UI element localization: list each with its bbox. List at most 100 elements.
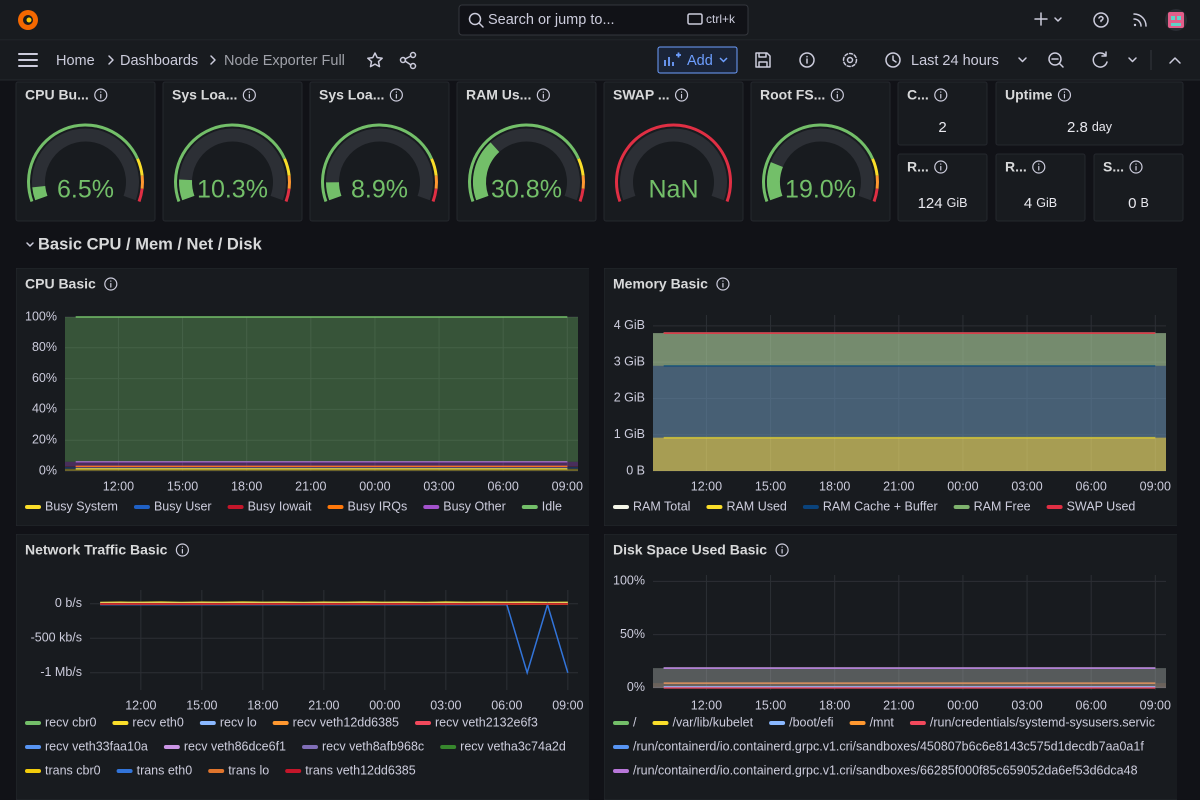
new-menu[interactable] (1034, 12, 1062, 26)
y-tick-label: 0 b/s (55, 596, 82, 610)
legend-label[interactable]: recv cbr0 (45, 715, 96, 729)
legend-label[interactable]: /mnt (870, 715, 895, 729)
row-title[interactable]: Basic CPU / Mem / Net / Disk (38, 235, 263, 253)
legend-label[interactable]: SWAP Used (1067, 499, 1136, 513)
stat-number: 124 (918, 195, 943, 212)
user-avatar[interactable] (1165, 9, 1187, 31)
legend-label[interactable]: RAM Cache + Buffer (823, 499, 938, 513)
x-tick-label: 00:00 (947, 479, 978, 493)
y-tick-label: 0% (39, 463, 57, 477)
save-button[interactable] (755, 52, 771, 68)
legend-label[interactable]: recv veth86dce6f1 (184, 739, 286, 753)
y-tick-label: -1 Mb/s (40, 665, 82, 679)
legend-label[interactable]: /boot/efi (789, 715, 833, 729)
gauge-panel: Root FS... 19.0% (750, 81, 891, 222)
legend-label[interactable]: trans cbr0 (45, 763, 101, 777)
chevron (1054, 17, 1062, 22)
info-icon (934, 88, 948, 102)
panel (897, 153, 988, 222)
gauge-panel: Sys Loa... 8.9% (309, 81, 450, 222)
menu-button[interactable] (18, 53, 38, 67)
grafana-logo[interactable] (18, 10, 38, 30)
legend-label[interactable]: Busy IRQs (348, 499, 408, 513)
y-tick-label: 100% (613, 574, 645, 588)
legend-label[interactable]: /run/containerd/io.containerd.grpc.v1.cr… (633, 763, 1138, 777)
gauge-panel: SWAP ... NaN (603, 81, 744, 222)
breadcrumb[interactable]: Dashboards (120, 53, 198, 69)
info-icon (104, 277, 118, 291)
info-button[interactable] (799, 52, 815, 68)
gauge-value (32, 185, 48, 201)
gauge-value (179, 179, 195, 201)
settings-button[interactable] (842, 52, 858, 68)
legend-label[interactable]: RAM Used (726, 499, 786, 513)
legend-label[interactable]: recv veth8afb968c (322, 739, 424, 753)
add-label: Add (687, 53, 713, 69)
x-tick-label: 06:00 (491, 698, 522, 712)
avatar (1177, 16, 1181, 20)
threshold-arc (577, 158, 585, 176)
legend-label[interactable]: Busy System (45, 499, 118, 513)
news-button[interactable] (1133, 13, 1147, 27)
row-chevron[interactable] (26, 242, 34, 247)
legend-label[interactable]: / (633, 715, 637, 729)
legend-label[interactable]: trans lo (228, 763, 269, 777)
x-tick-label: 03:00 (423, 479, 454, 493)
legend-label[interactable]: recv vetha3c74a2d (460, 739, 566, 753)
star-button[interactable] (367, 52, 383, 68)
share-icon (399, 56, 407, 64)
panel-title: CPU Bu... (25, 87, 89, 103)
legend-label[interactable]: recv eth0 (132, 715, 183, 729)
y-tick-label: 50% (620, 627, 645, 641)
legend-label[interactable]: recv veth33faa10a (45, 739, 148, 753)
refresh-interval[interactable] (1128, 57, 1137, 63)
legend-label[interactable]: Busy User (154, 499, 212, 513)
series-area (65, 461, 578, 467)
panel-title: S... (1103, 159, 1124, 175)
x-tick-label: 12:00 (103, 479, 134, 493)
threshold-arc (468, 123, 580, 203)
panel (456, 81, 597, 222)
panel-title: Uptime (1005, 87, 1053, 103)
legend-label[interactable]: /run/containerd/io.containerd.grpc.v1.cr… (633, 739, 1144, 753)
search-icon (478, 22, 484, 28)
threshold-arc (578, 188, 585, 203)
search-field (458, 4, 749, 36)
legend-label[interactable]: recv veth12dd6385 (293, 715, 399, 729)
gauge-track (179, 128, 286, 201)
legend-label[interactable]: /run/credentials/systemd-sysusers.servic (930, 715, 1155, 729)
collapse-button[interactable] (1169, 57, 1181, 64)
search-box[interactable]: Search or jump to... ctrl+k (458, 4, 749, 36)
add-button[interactable]: Add (657, 46, 738, 74)
y-tick-label: 80% (32, 340, 57, 354)
series-area (653, 437, 1166, 471)
legend-label[interactable]: Idle (542, 499, 562, 513)
legend-label[interactable]: trans eth0 (137, 763, 193, 777)
help-button[interactable] (1093, 12, 1109, 28)
zoom-out-button[interactable] (1048, 52, 1064, 68)
panel-title: Memory Basic (613, 276, 708, 292)
legend-label[interactable]: recv veth2132e6f3 (435, 715, 538, 729)
refresh-button[interactable] (1092, 51, 1108, 68)
share-button[interactable] (399, 51, 417, 70)
breadcrumb[interactable]: Home (56, 53, 95, 69)
info-icon (242, 88, 256, 102)
legend-label[interactable]: recv lo (220, 715, 257, 729)
stat-value: 2.8 day (1067, 119, 1113, 136)
y-tick-label: 40% (32, 402, 57, 416)
series-area (653, 668, 1166, 688)
legend-label[interactable]: Busy Other (443, 499, 506, 513)
legend-label[interactable]: /var/lib/kubelet (672, 715, 753, 729)
y-tick-label: 100% (25, 309, 57, 323)
legend-label[interactable]: RAM Total (633, 499, 690, 513)
legend-label[interactable]: Busy Iowait (248, 499, 312, 513)
legend-label[interactable]: RAM Free (974, 499, 1031, 513)
x-tick-label: 15:00 (167, 479, 198, 493)
y-tick-label: 0% (627, 680, 645, 694)
legend-label[interactable]: trans veth12dd6385 (305, 763, 416, 777)
time-picker[interactable]: Last 24 hours (885, 52, 1027, 69)
x-tick-label: 12:00 (125, 698, 156, 712)
panel (15, 81, 156, 222)
threshold-arc (615, 123, 732, 203)
